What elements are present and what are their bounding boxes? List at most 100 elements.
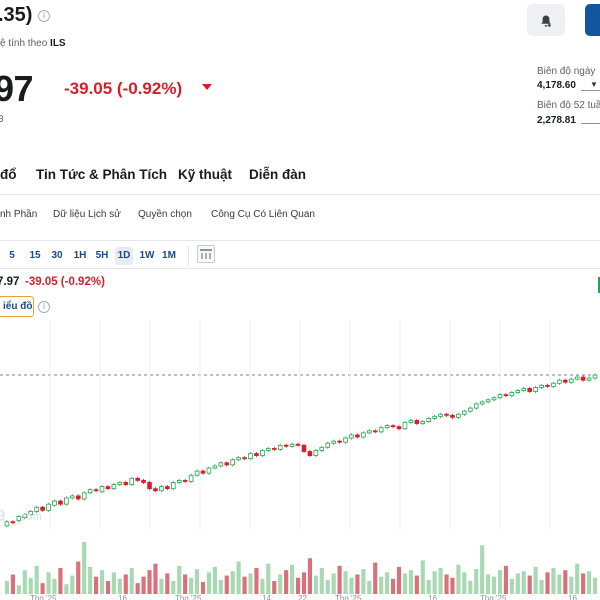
volume-bar — [22, 570, 27, 594]
volume-bar — [557, 574, 562, 594]
interval-1d[interactable]: 1D — [115, 247, 133, 265]
candle-up — [539, 384, 544, 388]
volume-chart — [4, 542, 598, 594]
candle-up — [52, 500, 57, 506]
day-range-marker: ▼ — [590, 80, 598, 89]
candle-down — [224, 462, 230, 466]
candle-down — [283, 444, 289, 447]
divider — [0, 240, 600, 241]
interval-15m[interactable]: 15 — [29, 250, 41, 261]
candle-up — [176, 479, 182, 483]
subtab-options[interactable]: Quyền chọn — [138, 209, 192, 220]
volume-bar — [88, 566, 93, 594]
candle-up — [34, 506, 39, 512]
candle-down — [563, 379, 568, 383]
currency-line: ệ tính theo ILS — [0, 38, 66, 49]
candle-up — [551, 382, 556, 387]
volume-bar — [301, 572, 307, 594]
volume-bar — [581, 573, 586, 594]
candle-up — [248, 453, 253, 460]
candle-up — [277, 444, 283, 450]
volume-bar — [242, 576, 247, 594]
candle-down — [58, 500, 63, 505]
info-icon[interactable]: i — [38, 301, 50, 313]
candle-up — [99, 486, 105, 493]
volume-bar — [147, 570, 152, 594]
follow-button[interactable] — [585, 4, 600, 36]
volume-bar — [343, 571, 348, 594]
interval-1w[interactable]: 1W — [139, 250, 155, 261]
candle-down — [301, 444, 307, 452]
tab-technical[interactable]: Kỹ thuật — [178, 167, 232, 182]
volume-bar — [153, 563, 158, 594]
calendar-icon[interactable] — [197, 245, 215, 263]
subtab-historical-data[interactable]: Dữ liệu Lịch sử — [53, 209, 121, 220]
volume-bar — [70, 575, 75, 594]
subtab-related-tools[interactable]: Công Cụ Có Liên Quan — [211, 209, 315, 220]
interval-5m[interactable]: 5 — [9, 250, 15, 261]
candle-up — [111, 484, 117, 490]
volume-bar — [290, 564, 295, 594]
divider — [0, 268, 600, 269]
volume-bar — [254, 568, 259, 594]
add-alert-button[interactable] — [527, 4, 565, 36]
volume-bar — [212, 566, 217, 594]
interval-5h[interactable]: 5H — [95, 250, 109, 261]
candle-down — [182, 479, 188, 482]
volume-bar — [462, 572, 467, 594]
day-range-label: Biên độ ngày — [537, 66, 596, 77]
volume-bar — [563, 570, 568, 594]
candlestick-chart[interactable] — [0, 320, 600, 530]
volume-bar — [450, 577, 455, 594]
interval-1mo[interactable]: 1M — [162, 250, 176, 261]
volume-bar — [396, 566, 402, 594]
candle-up — [497, 394, 503, 399]
volume-bar — [402, 573, 408, 594]
x-axis-label: 16 — [568, 594, 577, 600]
candle-up — [325, 442, 331, 448]
tab-news-analysis[interactable]: Tin Tức & Phân Tích — [36, 167, 168, 182]
volume-bar — [236, 561, 241, 594]
volume-bar — [313, 575, 318, 594]
interval-30m[interactable]: 30 — [51, 250, 63, 261]
interval-1h[interactable]: 1H — [73, 250, 87, 261]
subtab-components[interactable]: nh Phần — [0, 209, 38, 220]
candle-down — [390, 425, 396, 428]
candle-down — [444, 413, 449, 416]
volume-bar — [337, 565, 342, 594]
volume-bar — [284, 570, 289, 594]
price-change: -39.05 (-0.92%) — [64, 79, 183, 98]
candle-up — [586, 377, 592, 381]
candle-up — [70, 495, 75, 499]
volume-bar — [444, 574, 449, 594]
candle-up — [266, 447, 271, 451]
volume-bar — [200, 582, 206, 594]
chart-type-button[interactable]: iểu đồ — [0, 296, 34, 317]
x-axis-label: 16 — [428, 594, 437, 600]
volume-bar — [111, 572, 116, 594]
candle-up — [81, 492, 87, 500]
volume-bar — [52, 578, 57, 594]
volume-bar — [260, 578, 265, 594]
tab-overview[interactable]: đổ — [0, 167, 17, 182]
info-icon[interactable]: i — [38, 10, 50, 22]
candle-up — [568, 378, 574, 383]
candle-up — [485, 399, 491, 403]
volume-bar — [545, 572, 550, 594]
volume-bar — [76, 561, 81, 594]
tab-forum[interactable]: Diễn đàn — [249, 167, 307, 182]
toolbar-separator — [188, 246, 189, 266]
candle-up — [462, 410, 467, 415]
volume-bar — [486, 574, 491, 594]
volume-bar — [307, 558, 312, 594]
candle-down — [123, 482, 129, 485]
candle-up — [408, 420, 414, 423]
volume-bar — [474, 569, 479, 594]
candle-up — [212, 465, 218, 469]
volume-bar — [105, 581, 111, 594]
candle-up — [515, 390, 521, 393]
volume-bar — [34, 565, 39, 594]
candle-up — [384, 425, 390, 429]
volume-bar — [4, 581, 10, 594]
x-axis-label: Thg '25 — [175, 594, 202, 600]
